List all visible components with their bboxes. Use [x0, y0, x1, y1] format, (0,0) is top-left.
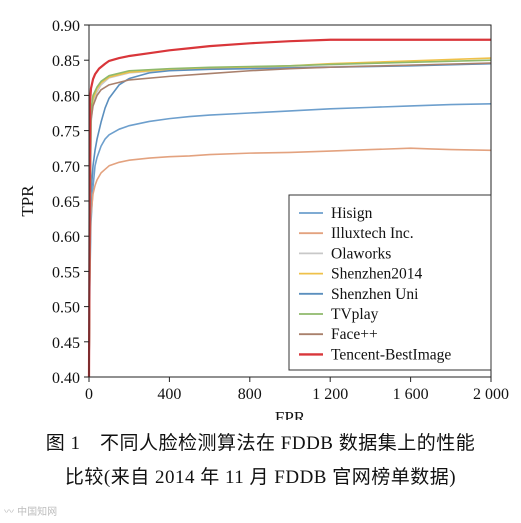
y-tick-label-8: 0.80	[52, 88, 80, 105]
roc-chart: 0 400 800 1 200 1 600 2 000 0.40 0.45 0.50 0.55 0.…	[18, 18, 509, 420]
y-axis-label: TPR	[18, 185, 37, 217]
x-tick-label-4: 1 600	[393, 386, 429, 403]
figure-caption-line-1: 图 1 不同人脸检测算法在 FDDB 数据集上的性能	[45, 433, 476, 454]
y-tick-label-5: 0.65	[52, 194, 80, 211]
y-tick-label-3: 0.55	[52, 264, 80, 281]
legend-label-5: TVplay	[331, 306, 379, 323]
x-tick-label-1: 400	[157, 386, 181, 403]
y-tick-label-10: 0.90	[52, 18, 80, 35]
y-tick-label-4: 0.60	[52, 229, 80, 246]
legend-label-6: Face++	[331, 326, 378, 343]
legend-label-7: Tencent-BestImage	[331, 346, 451, 363]
x-tick-label-0: 0	[85, 386, 93, 403]
series-line-5	[88, 59, 492, 378]
y-tick-label-9: 0.85	[52, 53, 80, 70]
y-tick-label-1: 0.45	[52, 335, 80, 352]
x-axis-label: FPR	[275, 408, 306, 420]
y-tick-label-6: 0.70	[52, 159, 80, 176]
x-tick-label-3: 1 200	[312, 386, 348, 403]
legend-box	[288, 194, 492, 371]
y-tick-label-0: 0.40	[52, 370, 80, 387]
legend-label-0: Hisign	[331, 205, 373, 222]
x-tick-label-2: 800	[238, 386, 262, 403]
legend-label-2: Olaworks	[331, 245, 391, 262]
series-line-7	[87, 38, 491, 378]
series-line-1	[88, 147, 492, 378]
watermark-logo: 〰 中国知网	[4, 507, 58, 518]
series-line-0	[88, 103, 492, 378]
y-tick-label-7: 0.75	[52, 124, 80, 141]
figure-caption-line-2: 比较(来自 2014 年 11 月 FDDB 官网榜单数据)	[64, 467, 457, 488]
legend-label-3: Shenzhen2014	[331, 266, 423, 283]
legend-label-1: Illuxtech Inc.	[331, 225, 414, 242]
legend-label-4: Shenzhen Uni	[331, 286, 419, 303]
y-tick-label-2: 0.50	[52, 300, 80, 317]
x-tick-label-5: 2 000	[473, 386, 509, 403]
series-line-6	[88, 62, 492, 378]
